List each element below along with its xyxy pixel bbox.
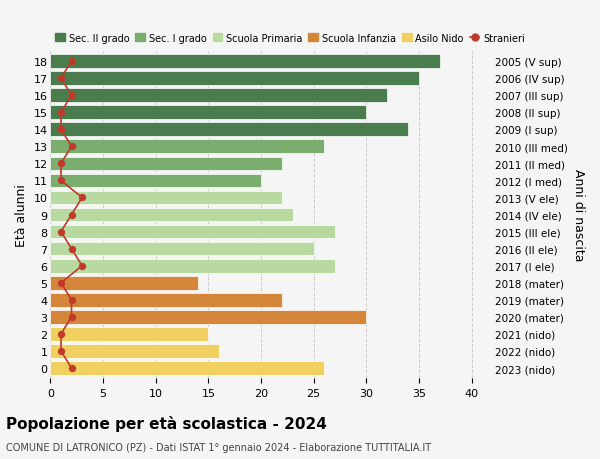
Point [77,194,87,202]
Text: COMUNE DI LATRONICO (PZ) - Dati ISTAT 1° gennaio 2024 - Elaborazione TUTTITALIA.: COMUNE DI LATRONICO (PZ) - Dati ISTAT 1°… [6,442,431,452]
Bar [50,89,388,103]
Bar [50,72,419,86]
Point [77,263,87,270]
Bar [50,259,335,273]
Point [56,330,66,338]
Y-axis label: Età alunni: Età alunni [15,184,28,246]
Bar [50,140,324,154]
Y-axis label: Anni di nascita: Anni di nascita [572,169,585,261]
Point [56,160,66,168]
Point [67,364,76,372]
Bar [50,327,208,341]
Bar [50,276,198,290]
Bar [50,293,282,307]
Bar [50,242,314,256]
Bar [50,174,261,188]
Bar [50,310,367,324]
Bar [50,55,440,69]
Point [56,177,66,185]
Bar [50,208,293,222]
Point [56,280,66,287]
Bar [50,225,335,239]
Point [56,126,66,134]
Point [56,75,66,83]
Text: Popolazione per età scolastica - 2024: Popolazione per età scolastica - 2024 [6,415,327,431]
Point [67,246,76,253]
Point [67,143,76,151]
Bar [50,106,367,120]
Point [67,92,76,100]
Bar [50,157,282,171]
Point [56,109,66,117]
Bar [50,123,409,137]
Point [56,229,66,236]
Bar [50,344,219,358]
Point [56,347,66,355]
Point [67,58,76,66]
Bar [50,191,282,205]
Bar [50,361,324,375]
Legend: Sec. II grado, Sec. I grado, Scuola Primaria, Scuola Infanzia, Asilo Nido, Stran: Sec. II grado, Sec. I grado, Scuola Prim… [55,34,525,44]
Point [67,313,76,321]
Point [67,212,76,219]
Point [67,297,76,304]
